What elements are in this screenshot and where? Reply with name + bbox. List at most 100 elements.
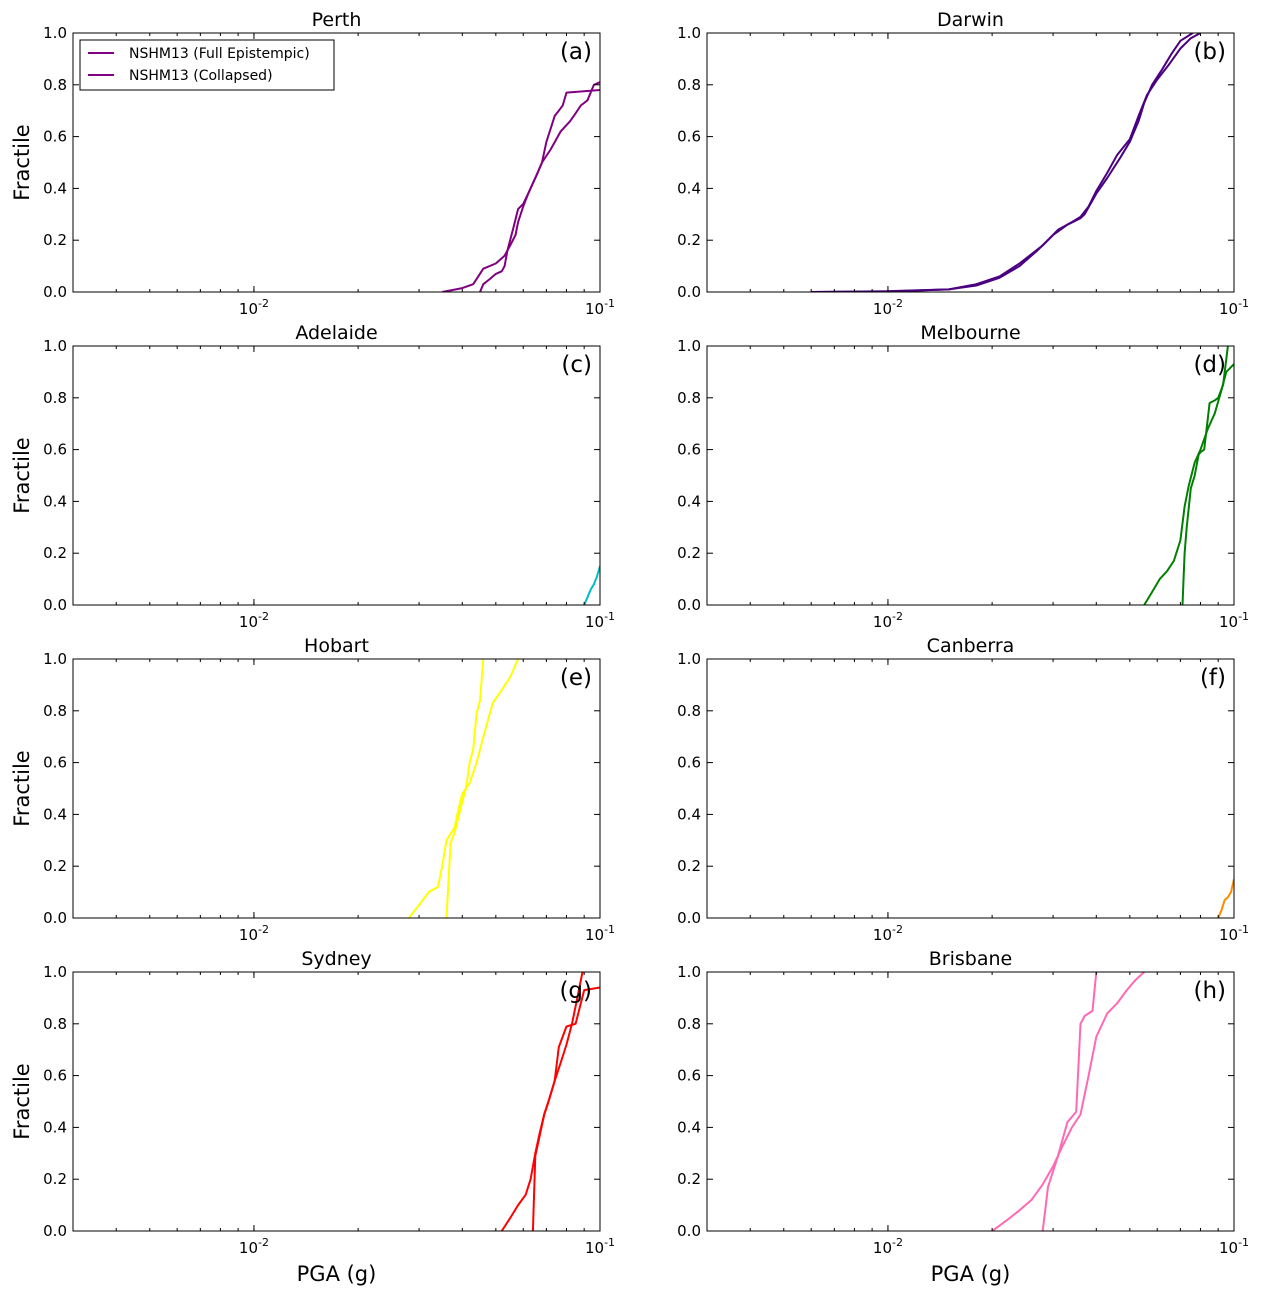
series-line-2	[1041, 972, 1098, 1231]
y-tick-label: 0.0	[677, 909, 701, 927]
y-tick-label: 0.4	[677, 1118, 701, 1136]
y-tick-label: 0.6	[677, 441, 701, 459]
y-tick-label: 0.2	[43, 1170, 67, 1188]
panel-tag: (b)	[1193, 39, 1226, 65]
y-tick-label: 1.0	[677, 337, 701, 355]
panel-tag: (e)	[560, 665, 592, 691]
y-tick-label: 0.4	[677, 179, 701, 197]
y-tick-label: 0.0	[43, 596, 67, 614]
y-tick-label: 0.6	[43, 128, 67, 146]
series-line-2	[811, 33, 1194, 292]
x-tick-label: 10-2	[873, 297, 903, 318]
y-tick-label: 0.8	[43, 1015, 67, 1033]
y-tick-label: 0.6	[43, 1067, 67, 1085]
y-tick-label: 0.2	[677, 544, 701, 562]
series-line-1	[811, 33, 1201, 292]
x-tick-label: 10-2	[239, 1236, 269, 1257]
plot-frame	[706, 345, 1235, 606]
y-tick-label: 0.8	[43, 389, 67, 407]
y-tick-label: 0.6	[677, 128, 701, 146]
x-tick-label: 10-2	[873, 1236, 903, 1257]
y-tick-label: 0.2	[677, 1170, 701, 1188]
y-tick-label: 0.0	[43, 1222, 67, 1240]
series-line-1	[1217, 878, 1234, 918]
y-tick-label: 0.4	[677, 492, 701, 510]
x-tick-label: 10-2	[873, 923, 903, 944]
y-tick-label: 0.0	[43, 909, 67, 927]
panel-tag: (f)	[1200, 665, 1226, 691]
series-line-2	[531, 986, 600, 1231]
plot-frame	[72, 32, 601, 293]
series-line-2	[1181, 346, 1229, 605]
x-tick-label: 10-1	[1219, 923, 1249, 944]
plot-frame	[72, 971, 601, 1232]
panel-sydney: Sydney 0.0 0.2 0.4 0.6 0.8 1.0 10-2 10-1 (g) Fract…	[10, 948, 615, 1286]
y-tick-label: 0.6	[677, 754, 701, 772]
panel-brisbane: Brisbane 0.0 0.2 0.4 0.6 0.8 1.0 10-2 10-1 (h) PGA…	[677, 948, 1249, 1286]
panel-title: Brisbane	[929, 948, 1012, 970]
panel-title: Melbourne	[920, 322, 1020, 344]
panel-title: Canberra	[927, 635, 1015, 657]
y-axis-label: Fractile	[10, 750, 34, 826]
x-tick-label: 10-2	[239, 923, 269, 944]
y-tick-label: 0.8	[677, 702, 701, 720]
x-tick-label: 10-2	[239, 297, 269, 318]
series-line-1	[407, 659, 520, 918]
x-tick-label: 10-1	[1219, 297, 1249, 318]
series-line-1	[500, 972, 584, 1231]
y-tick-label: 1.0	[677, 650, 701, 668]
panel-tag: (h)	[1193, 978, 1226, 1004]
series-line-1	[442, 81, 600, 292]
y-tick-label: 0.2	[677, 231, 701, 249]
plot-frame	[706, 658, 1235, 919]
y-tick-label: 0.8	[677, 1015, 701, 1033]
legend-entry: NSHM13 (Collapsed)	[129, 68, 273, 84]
y-tick-label: 0.0	[677, 596, 701, 614]
plot-frame	[72, 658, 601, 919]
y-tick-label: 0.2	[677, 857, 701, 875]
y-tick-label: 1.0	[43, 963, 67, 981]
panel-tag: (d)	[1193, 352, 1226, 378]
y-tick-label: 1.0	[677, 963, 701, 981]
y-tick-label: 0.6	[43, 754, 67, 772]
y-tick-label: 0.2	[43, 544, 67, 562]
series-line-1	[583, 565, 600, 605]
y-tick-label: 0.0	[43, 283, 67, 301]
y-tick-label: 0.8	[677, 76, 701, 94]
y-tick-label: 0.8	[43, 702, 67, 720]
y-tick-label: 0.2	[43, 857, 67, 875]
series-line-1	[1143, 363, 1234, 605]
panel-adelaide: Adelaide 0.0 0.2 0.4 0.6 0.8 1.0 10-2 10-1 (c) Fra…	[10, 322, 615, 631]
x-tick-label: 10-1	[585, 610, 615, 631]
plot-frame	[72, 345, 601, 606]
panel-title: Hobart	[304, 635, 369, 657]
y-axis-label: Fractile	[10, 124, 34, 200]
legend-box	[79, 39, 335, 91]
panel-title: Darwin	[937, 9, 1004, 31]
y-tick-label: 1.0	[43, 650, 67, 668]
series-line-1	[991, 972, 1145, 1231]
y-tick-label: 0.4	[677, 805, 701, 823]
y-tick-label: 0.0	[677, 283, 701, 301]
panel-tag: (c)	[561, 352, 592, 378]
panel-title: Sydney	[301, 948, 371, 970]
panel-perth: Perth 0.0 0.2 0.4 0.6 0.8 1.0 10-2 10-1 (a) Fracti…	[10, 9, 615, 318]
panel-title: Adelaide	[295, 322, 377, 344]
panel-canberra: Canberra 0.0 0.2 0.4 0.6 0.8 1.0 10-2 10-1 (f)	[677, 635, 1249, 944]
panel-title: Perth	[312, 9, 362, 31]
y-tick-label: 0.8	[677, 389, 701, 407]
panel-tag: (a)	[560, 39, 592, 65]
y-tick-label: 1.0	[677, 24, 701, 42]
plot-frame	[706, 971, 1235, 1232]
panel-hobart: Hobart 0.0 0.2 0.4 0.6 0.8 1.0 10-2 10-1 (e) Fract…	[10, 635, 615, 944]
y-tick-label: 0.2	[43, 231, 67, 249]
y-tick-label: 0.4	[43, 1118, 67, 1136]
x-tick-label: 10-1	[1219, 1236, 1249, 1257]
x-axis-label: PGA (g)	[931, 1262, 1011, 1286]
series-line-2	[445, 659, 485, 918]
y-tick-label: 0.4	[43, 492, 67, 510]
y-tick-label: 1.0	[43, 337, 67, 355]
x-tick-label: 10-1	[585, 923, 615, 944]
y-axis-label: Fractile	[10, 437, 34, 513]
